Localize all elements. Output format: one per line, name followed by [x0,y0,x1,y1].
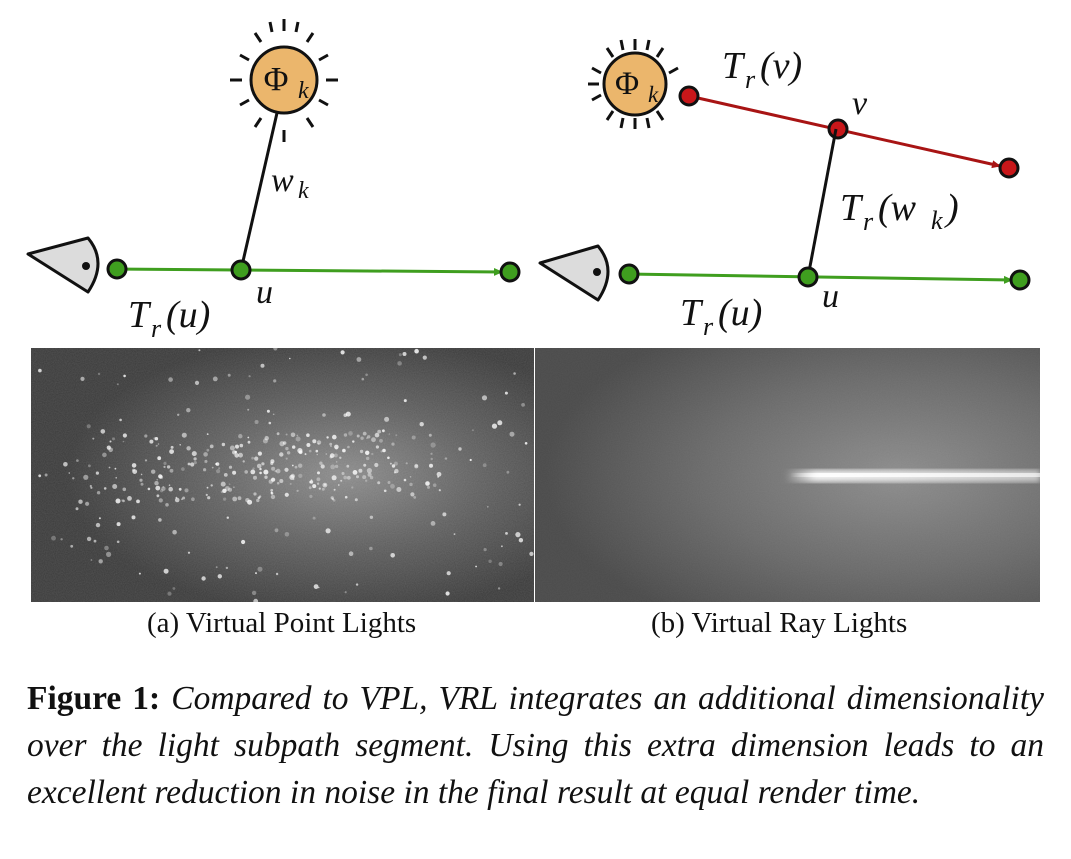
vpl-render-image [31,348,534,602]
path-diagrams: Φ k w k u T r (u) [26,19,1031,343]
connection-segment [806,128,838,278]
point-u-label: u [256,274,273,311]
transmittance-label: T r (u) [128,294,210,343]
svg-text:(u): (u) [166,294,210,336]
light-power-label: Φ [264,61,289,98]
vrl-diagram: Φ k T r (v) v T r (w k ) [538,39,1031,341]
camera-node [618,263,640,285]
svg-text:T: T [680,292,704,334]
light-source-icon: Φ k [588,39,679,129]
light-power-sub: k [298,78,309,104]
light-source-icon: Φ k [230,19,338,142]
segment-label: w [271,162,294,199]
camera-node [106,258,128,280]
subfigure-a-label: (a) Virtual Point Lights [147,607,417,639]
caption-text: Compared to VPL, VRL integrates an addit… [27,680,1045,811]
caption-label: Figure 1: [27,680,161,717]
subfigure-b-label: (b) Virtual Ray Lights [651,607,908,639]
camera-path-end-node [499,261,521,283]
eye-icon [538,244,610,302]
vrl-render-image [535,348,1040,602]
svg-text:T: T [722,45,746,87]
segment-label-sub: k [298,178,309,204]
vpl-diagram: Φ k w k u T r (u) [26,19,521,343]
svg-text:T: T [128,294,152,336]
svg-text:(u): (u) [718,292,762,334]
ray-end-node [998,157,1020,179]
svg-text:T: T [840,187,864,229]
point-v-label: v [852,85,868,122]
svg-text:r: r [863,207,874,236]
ray-transmittance-label: T r (v) [722,45,802,94]
light-segment [239,112,279,271]
light-power-sub: k [648,82,659,107]
svg-text:): ) [944,187,959,229]
ray-start-node [678,85,700,107]
camera-path-end-node [1009,269,1031,291]
vrl-camera-node [797,266,819,288]
svg-text:r: r [703,312,714,341]
ray-sample-node [827,118,849,140]
transmittance-label: T r (u) [680,292,762,341]
svg-text:r: r [745,65,756,94]
connection-transmittance-label: T r (w k ) [840,187,959,236]
svg-text:k: k [931,206,943,235]
camera-path [628,272,1013,284]
svg-text:(w: (w [878,187,917,229]
svg-text:r: r [151,314,162,343]
point-u-label: u [822,278,839,315]
figure-caption: Figure 1: Compared to VPL, VRL integrate… [27,675,1044,816]
vpl-node [230,259,252,281]
svg-text:(v): (v) [760,45,802,87]
eye-icon [26,236,100,294]
camera-path [116,267,503,276]
light-power-label: Φ [615,66,639,102]
